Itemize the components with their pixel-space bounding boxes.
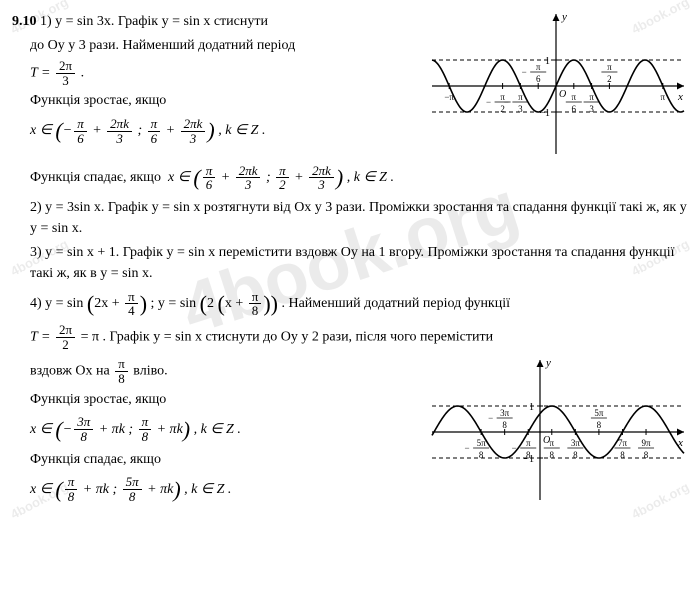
problem-number: 9.10 — [12, 14, 37, 29]
pi8n2: π — [115, 357, 128, 372]
svg-text:x: x — [677, 91, 683, 103]
item1-dec-interval: x ∈ (π6 + 2πk3 ; π2 + 2πk3) , k ∈ Z . — [168, 170, 394, 185]
svg-text:π: π — [526, 438, 531, 448]
svg-text:5π: 5π — [477, 438, 487, 448]
pi4d: 4 — [125, 304, 138, 318]
svg-text:5π: 5π — [594, 408, 604, 418]
section-1-text: 9.10 1) y = sin 3x. Графік y = sin x сти… — [12, 8, 420, 150]
section-1: 9.10 1) y = sin 3x. Графік y = sin x сти… — [12, 8, 688, 158]
item1-line2: до Oy у 3 рази. Найменший додатний періо… — [30, 35, 420, 56]
svg-text:π: π — [550, 438, 555, 448]
svg-text:−: − — [504, 97, 509, 107]
svg-text:3: 3 — [518, 104, 523, 114]
item1-period: T = 2π 3 . — [30, 59, 420, 87]
chart-1: yxO−π−π2−π3−π6π6π3π2π1−1 — [428, 8, 688, 158]
item4-dec-interval: x ∈ (π8 + πk ; 5π8 + πk) , k ∈ Z . — [30, 473, 420, 506]
svg-text:π: π — [661, 92, 666, 102]
chart-2: yxO−5π8−3π8−π8π83π85π87π89π81−1 — [428, 354, 688, 504]
pi8n: π — [249, 290, 262, 305]
svg-text:8: 8 — [550, 450, 555, 460]
svg-text:−: − — [488, 413, 493, 423]
item1-dec-label: Функція спадає, якщо — [30, 170, 161, 185]
svg-text:−: − — [465, 443, 470, 453]
chart-1-container: yxO−π−π2−π3−π6π6π3π2π1−1 — [428, 8, 688, 158]
svg-text:π: π — [589, 92, 594, 102]
svg-text:−: − — [486, 97, 491, 107]
i4pd: 2 — [56, 338, 75, 352]
pi8d2: 8 — [115, 372, 128, 386]
i4T: T = — [30, 329, 50, 344]
svg-text:−: − — [522, 67, 527, 77]
svg-text:8: 8 — [573, 450, 578, 460]
i4a: 4) y = sin — [30, 296, 83, 311]
svg-text:3: 3 — [589, 104, 594, 114]
svg-text:1: 1 — [545, 56, 550, 67]
svg-text:π: π — [607, 62, 612, 72]
item1-inc-label: Функція зростає, якщо — [30, 90, 420, 111]
svg-text:π: π — [536, 62, 541, 72]
section-4-lower: вздовж Ox на π8 вліво. Функція зростає, … — [12, 354, 688, 508]
item2: 2) y = 3sin x. Графік y = sin x розтягну… — [30, 197, 688, 239]
item4-inc-interval: x ∈ (−3π8 + πk ; π8 + πk) , k ∈ Z . — [30, 413, 420, 446]
svg-text:8: 8 — [620, 450, 625, 460]
item1-dec: Функція спадає, якщо x ∈ (π6 + 2πk3 ; π2… — [30, 161, 688, 194]
svg-text:x: x — [677, 437, 683, 449]
item4-shift: вздовж Ox на π8 вліво. — [30, 357, 420, 385]
item4-line1: 4) y = sin (2x + π4) ; y = sin (2 (x + π… — [30, 287, 688, 320]
svg-text:y: y — [561, 11, 567, 23]
i4d: 2 — [207, 296, 214, 311]
section-4-text: вздовж Ox на π8 вліво. Функція зростає, … — [12, 354, 420, 508]
i4b: 2x + — [94, 296, 119, 311]
item1-line1: 1) y = sin 3x. Графік y = sin x стиснути — [40, 14, 268, 29]
svg-text:y: y — [545, 357, 551, 369]
svg-text:1: 1 — [529, 402, 534, 413]
item1-inc-interval: x ∈ (−π6 + 2πk3 ; π6 + 2πk3) , k ∈ Z . — [30, 114, 420, 147]
svg-text:8: 8 — [644, 450, 649, 460]
i4sb: вліво. — [133, 364, 167, 379]
period-frac: 2π 3 — [56, 59, 75, 87]
svg-text:−1: −1 — [539, 108, 550, 119]
svg-text:−: − — [512, 443, 517, 453]
i4sa: вздовж Ox на — [30, 364, 110, 379]
chart-2-container: yxO−5π8−3π8−π8π83π85π87π89π81−1 — [428, 354, 688, 504]
svg-text:3π: 3π — [500, 408, 510, 418]
svg-text:8: 8 — [502, 420, 507, 430]
svg-text:6: 6 — [572, 104, 577, 114]
period-num: 2π — [56, 59, 75, 74]
svg-text:π: π — [518, 92, 523, 102]
item3: 3) y = sin x + 1. Графік y = sin x перем… — [30, 242, 688, 284]
svg-text:7π: 7π — [618, 438, 628, 448]
i4pb: = π . Графік y = sin x стиснути до Oy у … — [81, 329, 494, 344]
i4c: ; y = sin — [151, 296, 197, 311]
i4f: . Найменший додатний період функції — [281, 296, 510, 311]
i4e: x + — [225, 296, 243, 311]
svg-text:8: 8 — [479, 450, 484, 460]
pi4n: π — [125, 290, 138, 305]
svg-text:9π: 9π — [642, 438, 652, 448]
svg-text:2: 2 — [607, 74, 612, 84]
svg-text:π: π — [572, 92, 577, 102]
svg-text:−π: −π — [444, 92, 454, 102]
svg-text:3π: 3π — [571, 438, 581, 448]
period-T: T = — [30, 65, 50, 80]
item4-dec-label: Функція спадає, якщо — [30, 449, 420, 470]
period-den: 3 — [56, 74, 75, 88]
svg-text:6: 6 — [536, 74, 541, 84]
pi8d: 8 — [249, 304, 262, 318]
svg-text:8: 8 — [597, 420, 602, 430]
item4-inc-label: Функція зростає, якщо — [30, 389, 420, 410]
svg-text:O: O — [559, 89, 566, 100]
i4pn: 2π — [56, 323, 75, 338]
svg-text:−1: −1 — [523, 454, 534, 465]
item4-period: T = 2π2 = π . Графік y = sin x стиснути … — [30, 323, 688, 351]
